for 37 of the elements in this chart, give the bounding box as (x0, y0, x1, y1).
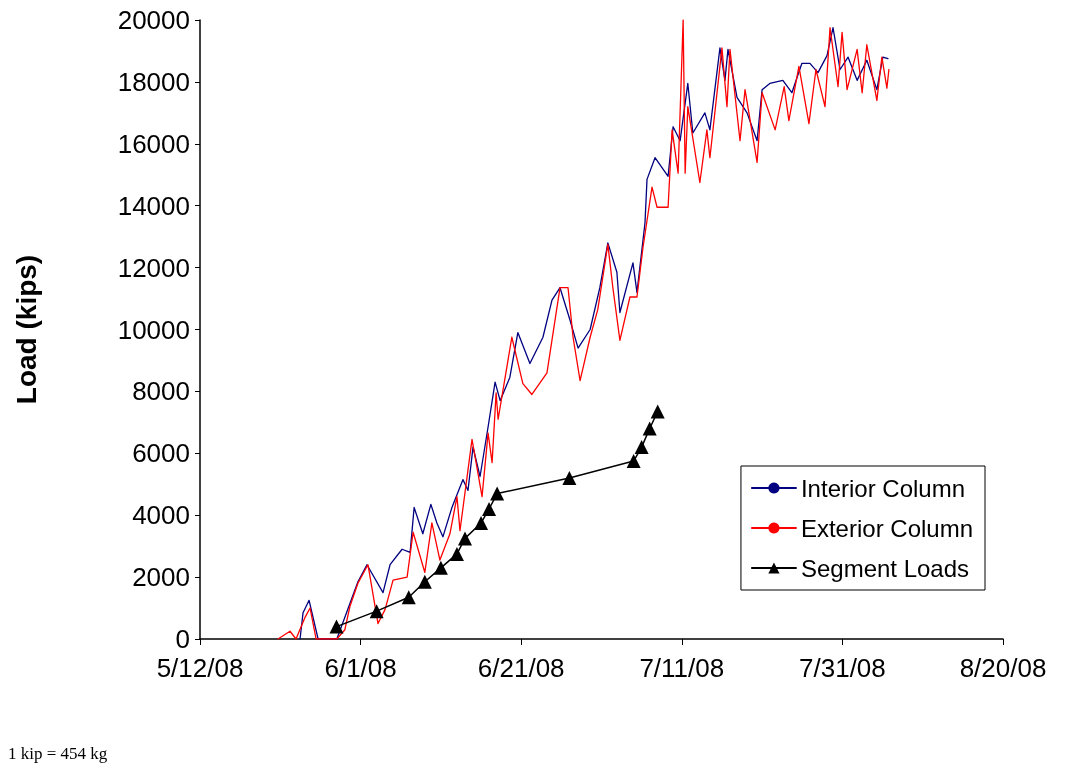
point (634, 440, 649, 455)
point (482, 502, 497, 517)
y-tick-label: 18000 (117, 66, 190, 97)
point (417, 574, 432, 589)
x-tick-label: 6/1/08 (324, 653, 397, 683)
x-tick-label: 7/31/08 (799, 653, 886, 683)
legend-label: Interior Column (800, 474, 966, 502)
point (474, 515, 489, 530)
point (401, 590, 416, 605)
text: 1 kip = 454 kg (8, 744, 108, 763)
point (449, 546, 464, 561)
point (457, 531, 472, 546)
point (562, 471, 577, 486)
y-tick-label: 8000 (132, 376, 190, 407)
point (642, 421, 657, 436)
y-tick-label: 0 (175, 624, 190, 654)
y-tick-label: 16000 (117, 128, 190, 159)
point (329, 619, 344, 634)
x-tick-label: 5/12/08 (156, 653, 244, 683)
y-tick-label: 10000 (117, 314, 190, 345)
x-tick-label: 8/20/08 (959, 653, 1047, 683)
point (650, 404, 665, 419)
y-tick-label: 12000 (117, 252, 190, 283)
y-tick-label: 4000 (132, 500, 190, 531)
y-tick-label: 20000 (117, 5, 190, 35)
y-tick-label: 2000 (132, 562, 190, 593)
y-tick-label: 14000 (117, 190, 190, 221)
y-axis-title: Load (kips) (10, 254, 42, 405)
legend-label: Exterior Column (800, 514, 974, 542)
point (369, 604, 384, 619)
y-tick-label: 6000 (132, 438, 190, 469)
legend-label: Segment Loads (800, 554, 970, 582)
point (490, 486, 505, 501)
x-tick-label: 7/11/08 (639, 653, 725, 683)
x-tick-label: 6/21/08 (477, 653, 565, 683)
point (433, 560, 448, 575)
point (626, 454, 641, 469)
